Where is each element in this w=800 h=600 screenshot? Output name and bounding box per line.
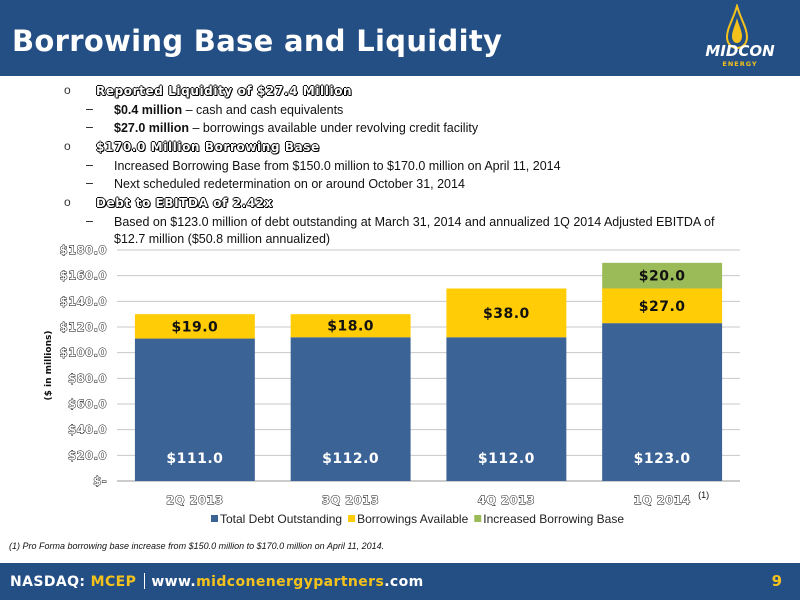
data-label: $20.0 — [639, 269, 686, 285]
footer-url-suffix: .com — [384, 574, 424, 590]
midcon-logo: MIDCON ENERGY — [705, 4, 775, 68]
sub-bullet-text: – borrowings available under revolving c… — [189, 121, 479, 135]
bullet-borrowing-base: o $170.0 Million Borrowing Base — [44, 137, 764, 157]
sub-bullet-bold: $27.0 million — [114, 121, 190, 135]
sub-bullet: – $0.4 million – cash and cash equivalen… — [86, 102, 344, 117]
footnote: (1) Pro Forma borrowing base increase fr… — [9, 541, 385, 551]
y-tick-label: $180.0 — [60, 243, 107, 257]
bullet-liquidity: o Reported Liquidity of $27.4 Million — [44, 81, 764, 101]
sub-bullet: – Increased Borrowing Base from $150.0 m… — [44, 157, 764, 175]
sub-bullet-text: Increased Borrowing Base from $150.0 mil… — [114, 159, 561, 173]
data-label: $19.0 — [171, 319, 218, 335]
data-label: $112.0 — [478, 451, 535, 467]
x-tick-label: 3Q 2013 — [322, 493, 379, 507]
bullet-debt-ebitda: o Debt to EBITDA of 2.42x — [44, 193, 764, 213]
legend-entry: Increased Borrowing Base — [483, 512, 624, 526]
legend-swatch — [348, 515, 356, 522]
y-tick-label: $80.0 — [68, 371, 107, 385]
footer-url-prefix: www. — [151, 574, 197, 590]
chart-legend: Total Debt Outstanding Borrowings Availab… — [211, 512, 624, 526]
bar-segment — [446, 288, 567, 338]
page-title: Borrowing Base and Liquidity — [12, 24, 503, 58]
y-tick-label: $20.0 — [68, 448, 107, 462]
sub-bullet-bold: $0.4 million — [114, 103, 183, 117]
footer-divider — [144, 573, 146, 589]
bullet-heading: Debt to EBITDA of 2.42x — [96, 196, 273, 210]
x-tick-label: 4Q 2013 — [478, 493, 535, 507]
logo-wordmark: MIDCON — [705, 42, 775, 60]
sub-bullet: – Next scheduled redetermination on or a… — [44, 175, 764, 193]
sub-bullet-text: Next scheduled redetermination on or aro… — [114, 177, 465, 191]
legend-entry: Borrowings Available — [357, 512, 469, 526]
bar-segment — [446, 337, 567, 481]
chart-bars — [134, 262, 723, 481]
legend-swatch — [211, 515, 218, 522]
y-tick-label: $120.0 — [60, 320, 107, 334]
footer-bar: NASDAQ: MCEP www.midconenergypartners.com… — [0, 563, 800, 600]
y-tick-label: $140.0 — [60, 294, 107, 308]
data-label: $18.0 — [327, 319, 374, 335]
x-tick-label: 1Q 2014 — [633, 493, 690, 507]
data-label: $27.0 — [639, 299, 686, 315]
page-number: 9 — [771, 572, 782, 590]
y-tick-label: $160.0 — [60, 269, 107, 283]
bullet-marker: o — [64, 195, 71, 209]
header-bar: Borrowing Base and Liquidity MIDCON ENER… — [0, 0, 800, 76]
bar-segment — [134, 338, 255, 481]
sub-bullet-text: Based on $123.0 million of debt outstand… — [114, 215, 715, 246]
x-tick-label: 2Q 2013 — [166, 493, 223, 507]
y-tick-label: $- — [93, 474, 107, 488]
legend-swatch — [474, 515, 482, 522]
sub-bullet-text: – cash and cash equivalents — [182, 103, 344, 117]
y-tick-label: $40.0 — [68, 423, 107, 437]
y-axis-ticks: $- $20.0 $40.0 $60.0 $80.0 $100.0 $120.0 $140.0… — [59, 243, 107, 489]
bullet-marker: o — [64, 83, 71, 97]
bullet-marker: o — [64, 139, 71, 153]
data-label: $112.0 — [322, 451, 379, 467]
footer-ticker: MCEP — [90, 574, 137, 590]
bullet-heading: $170.0 Million Borrowing Base — [96, 140, 320, 154]
x-axis-ticks: 2Q 2013 3Q 2013 4Q 2013 1Q 2014 (1) — [166, 490, 709, 507]
borrowing-base-chart: $- $20.0 $40.0 $60.0 $80.0 $100.0 $120.0 $140.0… — [44, 243, 740, 526]
sub-bullet: – $27.0 million – borrowings available u… — [86, 120, 479, 135]
footer-exchange: NASDAQ: — [10, 574, 91, 590]
bar-segment — [602, 262, 723, 289]
x-tick-note: (1) — [698, 490, 709, 500]
data-label: $123.0 — [634, 451, 691, 467]
footer-text: NASDAQ: MCEP www.midconenergypartners.com — [10, 573, 424, 590]
bullet-heading: Reported Liquidity of $27.4 Million — [96, 84, 353, 98]
legend-entry: Total Debt Outstanding — [220, 512, 342, 526]
bar-segment — [602, 323, 723, 481]
data-label: $38.0 — [483, 306, 530, 322]
bar-segment — [134, 314, 255, 339]
bar-segment — [290, 337, 411, 481]
summary-bullets: o Reported Liquidity of $27.4 Million – … — [44, 81, 764, 247]
bar-labels: $111.0 $19.0 $112.0 $18.0 $112.0 $38.0 $123.0 $… — [166, 269, 690, 467]
bar-segment — [290, 314, 411, 338]
y-tick-label: $60.0 — [68, 397, 107, 411]
y-tick-label: $100.0 — [60, 346, 107, 360]
sub-bullet: – Based on $123.0 million of debt outsta… — [44, 213, 764, 247]
y-axis-label: ($ in millions) — [44, 331, 54, 401]
footer-url-domain: midconenergypartners — [196, 574, 385, 590]
bar-segment — [602, 288, 723, 324]
data-label: $111.0 — [166, 451, 223, 467]
logo-subtitle: ENERGY — [722, 60, 757, 68]
